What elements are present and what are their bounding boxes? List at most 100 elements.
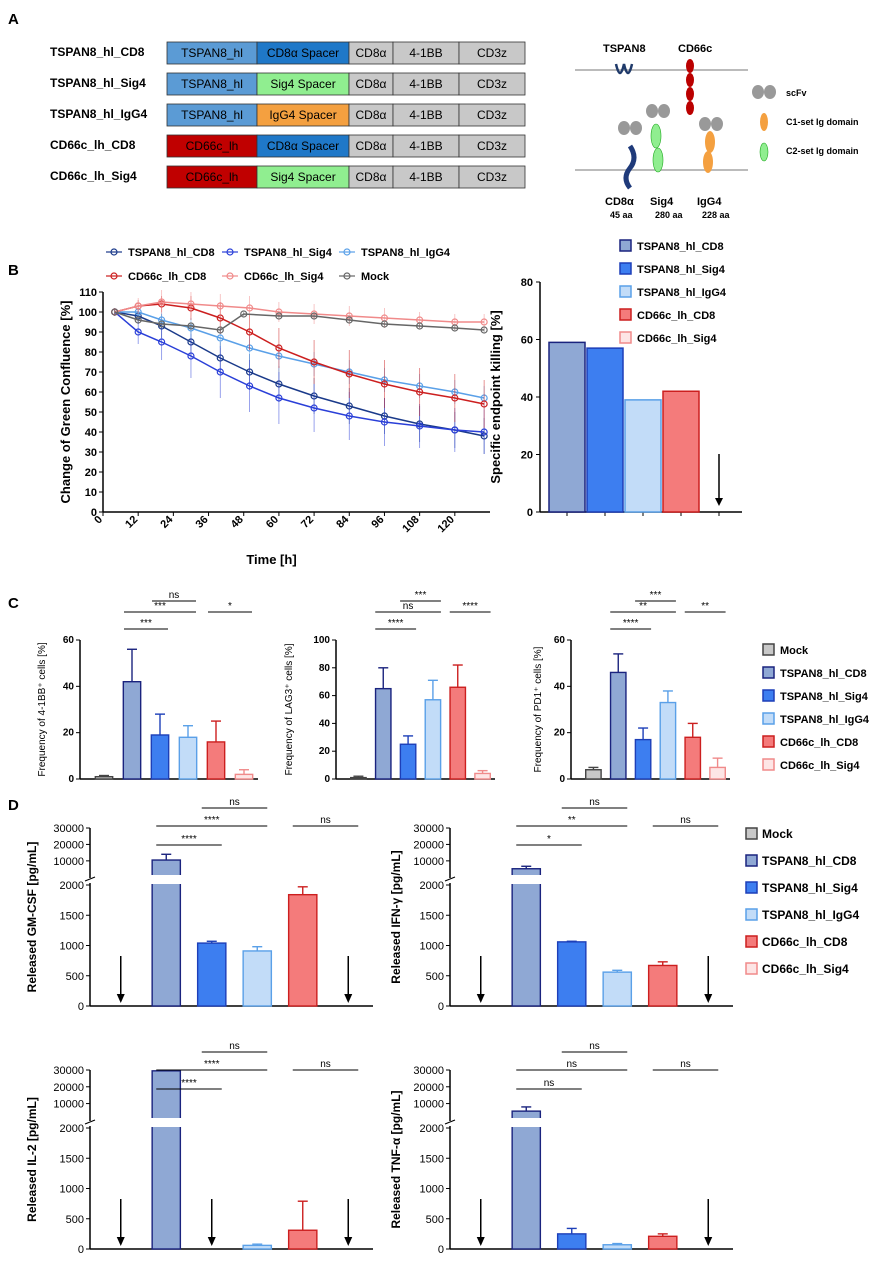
significance-label: ****: [181, 1078, 197, 1089]
legend-label: TSPAN8_hl_Sig4: [637, 264, 726, 276]
legend-label: TSPAN8_hl_CD8: [762, 854, 857, 868]
data-point: [216, 368, 224, 376]
construct-segment: [458, 41, 526, 65]
legend-swatch: [619, 308, 632, 321]
segment-label: CD66c_lh: [186, 170, 239, 184]
bar: [399, 743, 417, 780]
y-tick-label: 10000: [53, 856, 84, 868]
y-axis-title: Frequency of 4-1BB⁺ cells [%]: [37, 642, 48, 776]
significance-label: ****: [204, 815, 220, 826]
data-point: [451, 324, 459, 332]
y-tick-label: 40: [63, 681, 75, 692]
bar: [647, 1235, 678, 1250]
data-point: [216, 334, 224, 342]
legend-label: TSPAN8_hl_CD8: [780, 668, 867, 680]
data-point: [187, 352, 195, 360]
legend-label: CD66c_lh_Sig4: [637, 333, 717, 345]
bar: [609, 671, 627, 780]
y-tick-label: 30000: [53, 1065, 84, 1077]
x-tick-label: 96: [369, 514, 386, 531]
data-point: [345, 370, 353, 378]
significance-label: ***: [140, 618, 152, 629]
legend-label: TSPAN8_hl_IgG4: [780, 714, 870, 726]
construct-segment: [458, 103, 526, 127]
y-tick-label: 60: [63, 635, 75, 646]
data-point: [480, 400, 488, 408]
bar: [586, 347, 624, 513]
y-axis-title: Released IL-2 [pg/mL]: [25, 1097, 39, 1222]
legend-swatch: [762, 643, 775, 656]
c1-domain: [705, 131, 715, 153]
x-tick-label: 72: [299, 514, 316, 531]
data-point: [451, 394, 459, 402]
y-tick-label: 500: [426, 971, 444, 983]
data-point: [380, 320, 389, 328]
y-axis-title: Released IFN-γ [pg/mL]: [389, 850, 403, 983]
series-line: [114, 311, 485, 437]
y-tick-label: 100: [79, 307, 97, 319]
series-line: [114, 311, 485, 433]
y-tick-label: 60: [521, 335, 533, 347]
segment-label: CD3z: [477, 77, 507, 91]
y-axis-title: Released GM-CSF [pg/mL]: [25, 842, 39, 993]
legend-label: CD66c_lh_Sig4: [780, 760, 860, 772]
legend-label: TSPAN8_hl_IgG4: [762, 908, 859, 922]
legend-swatch: [745, 881, 758, 894]
axis-break-mark: [444, 1119, 456, 1125]
no-data-arrowhead: [344, 994, 353, 1003]
y-tick-label: 500: [66, 1214, 84, 1226]
y-tick-label: 60: [85, 387, 97, 399]
segment-label: 4-1BB: [409, 170, 442, 184]
data-point: [480, 428, 488, 436]
cd66c-label: CD66c: [678, 43, 712, 55]
data-point: [187, 322, 195, 330]
data-point: [380, 418, 389, 426]
construct-name: TSPAN8_hl_CD8: [50, 45, 145, 59]
data-point: [310, 358, 318, 366]
data-point: [275, 344, 283, 352]
legend-swatch: [745, 827, 758, 840]
legend-swatch: [745, 854, 758, 867]
segment-label: CD3z: [477, 46, 507, 60]
spacer-length: 228 aa: [702, 210, 731, 220]
significance-label: ns: [566, 1059, 577, 1070]
data-point: [134, 302, 142, 310]
spacer-name: Sig4: [650, 196, 674, 208]
tspan8-label: TSPAN8: [603, 43, 646, 55]
y-tick-label: 1000: [60, 1184, 84, 1196]
significance-label: ****: [204, 1059, 220, 1070]
bar: [684, 736, 702, 780]
bar-break-gap: [510, 875, 543, 884]
y-axis-title: Frequency of LAG3⁺ cells [%]: [284, 643, 295, 775]
legend-label: CD66c_lh_CD8: [780, 737, 858, 749]
cd66c-domain: [686, 87, 694, 101]
bar: [602, 1244, 633, 1250]
data-point: [380, 380, 389, 388]
cd66c-domain: [686, 101, 694, 115]
bar: [556, 941, 587, 1007]
scfv-shape: [646, 104, 658, 118]
bar: [548, 341, 586, 513]
y-tick-label: 60: [319, 691, 331, 702]
y-tick-label: 20000: [53, 1082, 84, 1094]
spacer-length: 280 aa: [655, 210, 684, 220]
significance-label: **: [568, 815, 576, 826]
significance-label: ***: [415, 590, 427, 601]
y-tick-label: 0: [438, 1001, 444, 1013]
segment-label: CD8α Spacer: [267, 46, 339, 60]
y-tick-label: 30000: [413, 823, 444, 835]
confluence-line-chart: 0 12 24 36 48 60 72 84 96 108 12001020304050607080…: [58, 247, 490, 567]
segment-label: CD3z: [477, 170, 507, 184]
data-point: [480, 318, 488, 326]
bar: [178, 736, 198, 780]
data-point: [245, 304, 254, 312]
bar: [287, 893, 318, 1007]
tspan8-molecule: [614, 63, 634, 75]
legend-swatch: [619, 262, 632, 275]
segment-label: CD8α: [356, 46, 387, 60]
significance-label: ns: [229, 1041, 240, 1052]
y-tick-label: 40: [554, 681, 566, 692]
y-tick-label: 20: [521, 450, 533, 462]
significance-label: *: [228, 601, 232, 612]
